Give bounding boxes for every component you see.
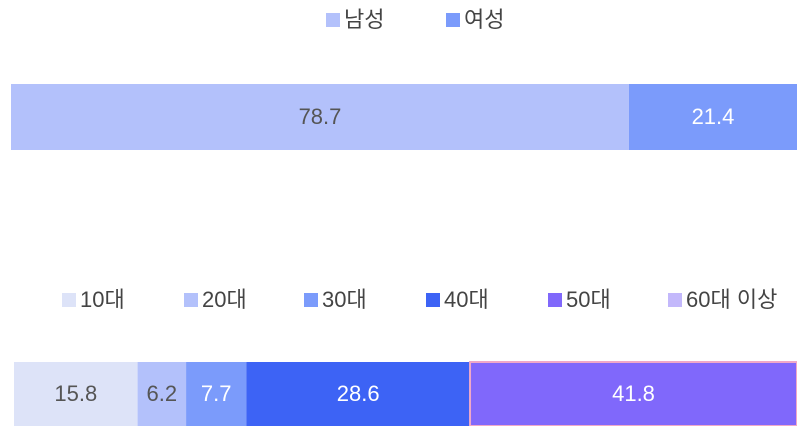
bar-segment xyxy=(469,361,797,426)
legend-swatch xyxy=(668,293,682,307)
bar-segment xyxy=(11,84,629,150)
legend-label: 60대 이상 xyxy=(686,287,777,312)
legend-label: 40대 xyxy=(444,287,489,312)
legend-swatch xyxy=(326,13,340,27)
value-label: 7.7 xyxy=(201,381,232,406)
legend-label: 여성 xyxy=(464,7,504,32)
legend-swatch xyxy=(426,293,440,307)
bar-segment xyxy=(137,362,187,426)
bar-segment xyxy=(246,362,471,426)
bar-segment xyxy=(186,362,247,426)
legend-swatch xyxy=(548,293,562,307)
value-label: 28.6 xyxy=(337,381,380,406)
legend-label: 10대 xyxy=(80,287,125,312)
legend-label: 20대 xyxy=(202,287,247,312)
bar-segment xyxy=(628,84,797,150)
value-label: 41.8 xyxy=(612,381,655,406)
legend-swatch xyxy=(446,13,460,27)
value-label: 21.4 xyxy=(692,104,735,129)
value-label: 15.8 xyxy=(54,381,97,406)
legend-swatch xyxy=(304,293,318,307)
value-label: 6.2 xyxy=(147,381,178,406)
legend-label: 남성 xyxy=(344,7,384,32)
legend-label: 30대 xyxy=(322,287,367,312)
bar-segment xyxy=(14,362,138,426)
legend-swatch xyxy=(184,293,198,307)
legend-label: 50대 xyxy=(566,287,611,312)
value-label: 78.7 xyxy=(299,104,342,129)
legend-swatch xyxy=(62,293,76,307)
